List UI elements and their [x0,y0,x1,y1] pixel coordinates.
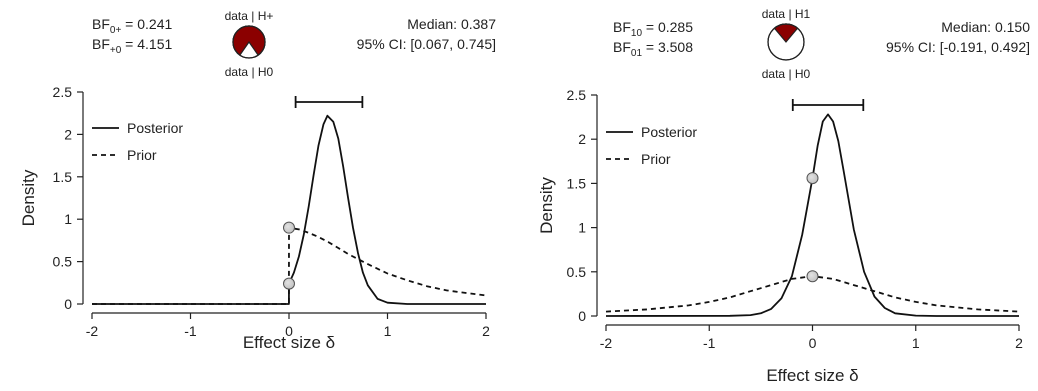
bayes-factor-text: BF01 = 3.508 [613,39,693,59]
y-tick-label: 1 [64,211,72,227]
median-text: Median: 0.387 [407,16,496,32]
x-tick-label: 2 [482,323,490,339]
density-point [283,277,295,290]
density-point [283,221,295,234]
y-tick-label: 0.5 [53,254,73,270]
legend-label: Prior [127,147,157,163]
legend-label: Posterior [641,124,697,140]
median-text: Median: 0.150 [941,19,1030,35]
y-tick-label: 2 [578,131,586,147]
ci-text: 95% CI: [-0.191, 0.492] [886,39,1030,55]
y-tick-label: 1.5 [567,175,587,191]
legend-label: Prior [641,151,671,167]
y-tick-label: 2 [64,126,72,142]
pie-bottom-label: data | H0 [762,67,811,81]
ci-text: 95% CI: [0.067, 0.745] [357,36,496,52]
y-axis-label: Density [19,169,38,226]
y-axis-label: Density [537,177,556,234]
density-point [806,270,819,283]
y-tick-label: 2.5 [567,87,587,103]
x-tick-label: 0 [809,335,817,351]
x-tick-label: 0 [285,323,293,339]
x-tick-label: -1 [184,323,197,339]
x-tick-label: -1 [703,335,716,351]
y-tick-label: 0 [64,296,72,312]
x-axis-label: Effect size δ [766,366,858,385]
x-tick-label: 1 [912,335,920,351]
x-axis-label: Effect size δ [243,333,335,352]
y-tick-label: 2.5 [53,84,73,100]
y-tick-label: 0.5 [567,264,587,280]
pie-bottom-label: data | H0 [225,65,274,79]
x-tick-label: 2 [1015,335,1023,351]
chart-panel-1: 0 0.5 1 1.5 2 2.5 -2 -1 0 1 2 Effect size δ Density P… [19,9,496,352]
series-line-prior [92,226,487,305]
legend-label: Posterior [127,120,183,136]
pie-outline [767,23,805,61]
y-tick-label: 0 [578,308,586,324]
x-tick-label: -2 [86,323,99,339]
bayes-factor-text: BF10 = 0.285 [613,19,693,39]
density-point [806,172,819,185]
bayes-factor-text: BF+0 = 4.151 [92,36,173,56]
series-line-posterior [605,113,1019,317]
x-tick-label: -2 [600,335,613,351]
pie-top-label: data | H+ [225,9,274,23]
y-tick-label: 1 [578,220,586,236]
y-tick-label: 1.5 [53,169,73,185]
pie-outline [232,25,266,59]
x-tick-label: 1 [384,323,392,339]
pie-top-label: data | H1 [762,7,811,21]
bayes-factor-text: BF0+ = 0.241 [92,16,173,36]
chart-panel-2: 0 0.5 1 1.5 2 2.5 -2 -1 0 1 2 Effect size δ Density P… [537,7,1030,385]
series-line-posterior [92,114,486,305]
